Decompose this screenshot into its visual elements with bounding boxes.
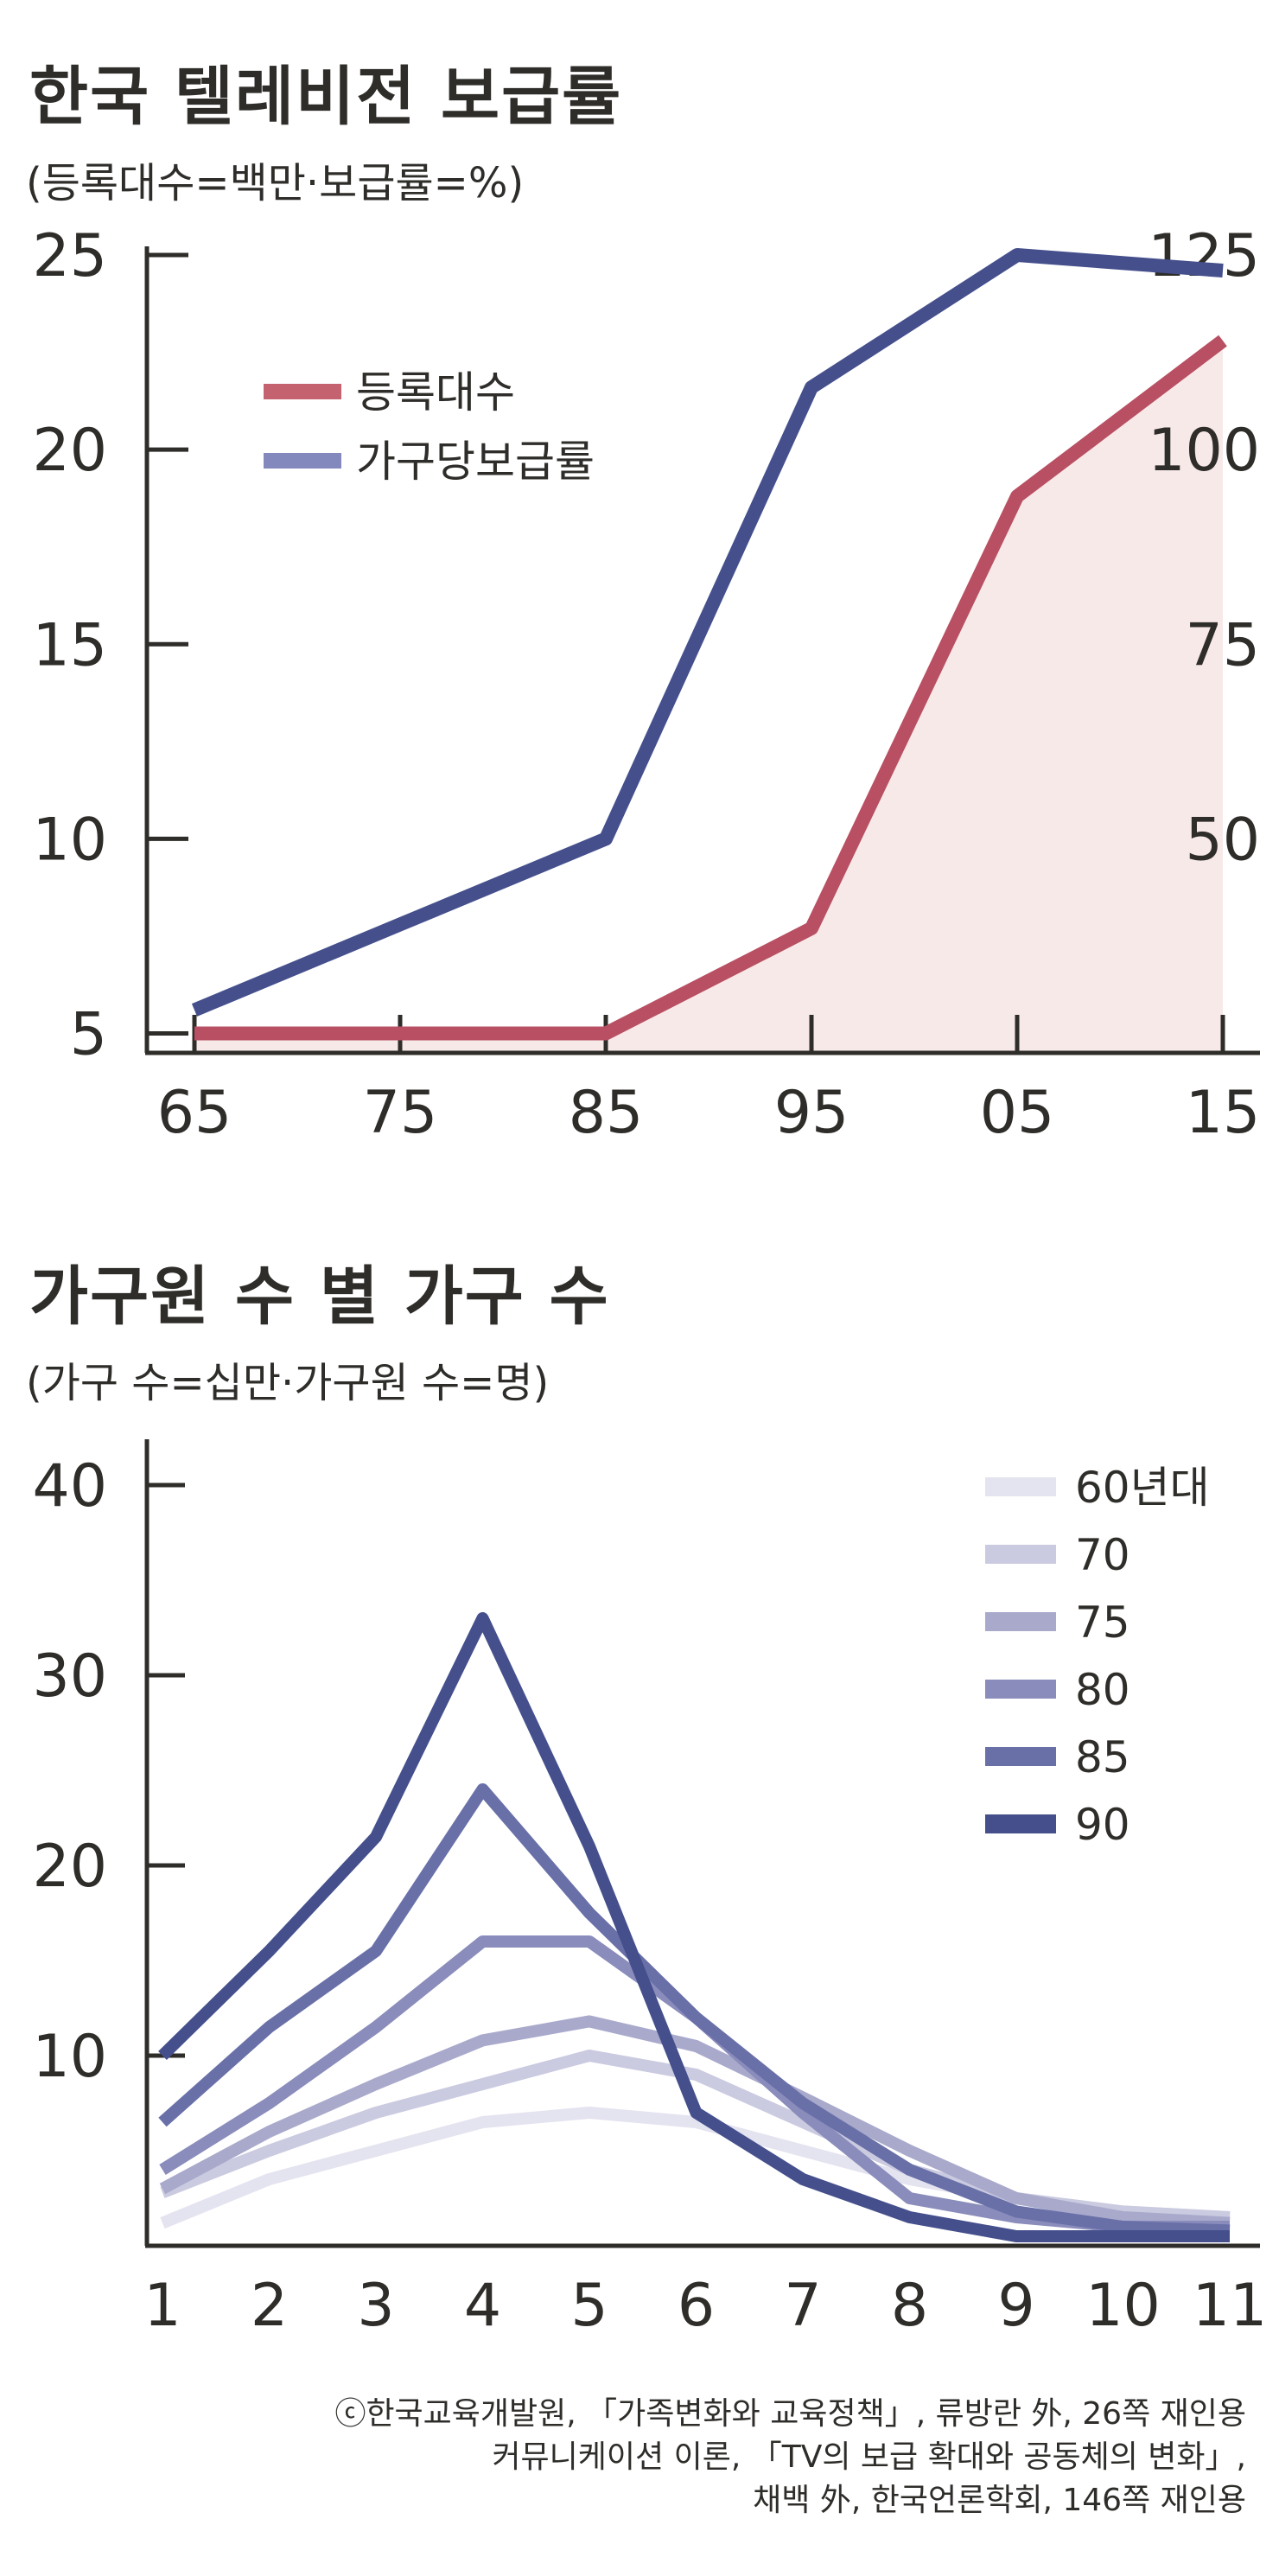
x-tick-label: 95 — [774, 1079, 849, 1147]
credit-line: 채백 外, 한국언론학회, 146쪽 재인용 — [753, 2483, 1246, 2518]
y-right-tick-label: 100 — [1148, 417, 1260, 485]
x-tick-label: 11 — [1193, 2272, 1268, 2340]
y-tick-label: 20 — [32, 417, 107, 485]
x-tick-label: 5 — [570, 2272, 608, 2340]
series-line — [158, 1612, 1230, 2242]
series-line-registrations — [194, 335, 1227, 1041]
x-tick-label: 3 — [357, 2272, 394, 2340]
series-line — [158, 1783, 1231, 2237]
legend-label: 90 — [1075, 1800, 1130, 1850]
tv-penetration-chart: 5 10 15 20 25 50 75 100 125 65 75 85 95 05 15 등록대수가구당보급… — [32, 222, 1261, 1147]
x-tick-label: 75 — [363, 1079, 438, 1147]
y-right-tick-label: 50 — [1185, 806, 1260, 874]
series-line — [160, 2050, 1231, 2223]
x-tick-label: 1 — [143, 2272, 181, 2340]
legend-label: 75 — [1075, 1597, 1130, 1648]
x-tick-label: 15 — [1186, 1079, 1261, 1147]
legend-label: 60년대 — [1075, 1463, 1210, 1513]
series-line — [159, 2015, 1231, 2229]
x-tick-label: 4 — [464, 2272, 501, 2340]
y-tick-label: 5 — [70, 1000, 107, 1068]
chart2-title: 가구원 수 별 가구 수 — [29, 1259, 610, 1334]
chart1-title: 한국 텔레비전 보급률 — [29, 60, 623, 134]
chart1-subtitle: (등록대수=백만·보급률=%) — [26, 159, 525, 207]
y-right-tick-label: 125 — [1148, 222, 1260, 290]
x-tick-label: 05 — [980, 1079, 1055, 1147]
x-tick-label: 65 — [157, 1079, 232, 1147]
y-right-tick-label: 75 — [1185, 611, 1260, 679]
x-tick-label: 7 — [784, 2272, 821, 2340]
x-tick-label: 6 — [678, 2272, 715, 2340]
legend-label-registrations: 등록대수 — [356, 367, 515, 418]
series-line-penetration — [191, 248, 1224, 1017]
source-credits: ⓒ한국교육개발원, 「가족변화와 교육정책」, 류방란 外, 26쪽 재인용 커… — [334, 2393, 1246, 2522]
y-tick-label: 15 — [32, 611, 107, 679]
x-tick-label: 9 — [997, 2272, 1034, 2340]
household-size-chart: 10 20 30 40 1 2 3 4 5 6 7 8 9 10 11 60년대 70 75 80 85 90 — [32, 1439, 1268, 2340]
y-tick-label: 40 — [32, 1452, 107, 1521]
y-tick-label: 30 — [32, 1642, 107, 1711]
x-tick-label: 8 — [891, 2272, 928, 2340]
y-tick-label: 10 — [32, 2023, 107, 2091]
registrations-area — [194, 341, 1223, 1053]
legend-label: 85 — [1075, 1732, 1130, 1782]
y-tick-label: 10 — [32, 806, 107, 874]
legend-label: 80 — [1075, 1665, 1130, 1715]
legend-label-penetration: 가구당보급률 — [356, 437, 595, 487]
credit-line: 커뮤니케이션 이론, 「TV의 보급 확대와 공동체의 변화」, — [492, 2439, 1246, 2475]
legend-label: 70 — [1075, 1530, 1130, 1580]
x-tick-label: 10 — [1085, 2272, 1161, 2340]
x-tick-label: 85 — [569, 1079, 644, 1147]
chart2-subtitle: (가구 수=십만·가구원 수=명) — [26, 1359, 550, 1407]
credit-line: ⓒ한국교육개발원, 「가족변화와 교육정책」, 류방란 外, 26쪽 재인용 — [334, 2396, 1246, 2432]
y-tick-label: 20 — [32, 1833, 107, 1901]
y-tick-label: 25 — [32, 222, 107, 290]
x-tick-label: 2 — [251, 2272, 288, 2340]
